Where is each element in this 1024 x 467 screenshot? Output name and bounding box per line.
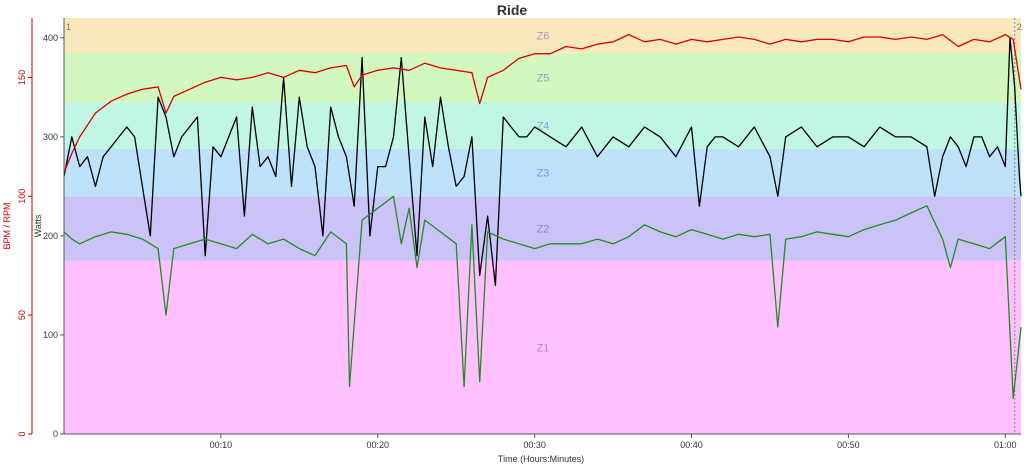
bpm-axis-label: BPM / RPM [2,202,12,249]
zone-label-z6: Z6 [537,30,550,42]
watts-tick-label: 400 [43,33,58,43]
x-axis-label: Time (Hours:Minutes) [498,454,584,464]
lap-marker-label: 2 [1017,22,1022,32]
x-tick-label: 00:40 [680,440,703,450]
zone-band-z3 [64,148,1021,197]
series-line-watts [63,37,1022,287]
x-tick-label: 00:30 [523,440,546,450]
zone-band-z4 [64,102,1021,149]
x-tick-label: 00:20 [367,440,390,450]
bpm-axis-ticks: 0 50 100 150 [17,70,32,437]
watts-axis-ticks: 0 100 200 300 400 [43,33,64,439]
watts-tick-label: 300 [43,132,58,142]
watts-tick-label: 200 [43,231,58,241]
x-tick-label: 00:50 [837,440,860,450]
zone-band-z2 [64,196,1021,261]
power-zones: Z1 Z2 Z3 Z4 Z5 Z6 [64,18,1021,434]
zone-band-z6 [64,18,1021,53]
zone-label-z4: Z4 [537,120,550,132]
lap-marker-label: 1 [66,22,71,32]
watts-tick-label: 100 [43,330,58,340]
bpm-tick-label: 0 [17,431,27,436]
zone-label-z1: Z1 [537,342,550,354]
zone-label-z3: Z3 [537,168,550,180]
bpm-tick-label: 100 [17,189,27,204]
zone-label-z5: Z5 [537,72,550,84]
zone-band-z1 [64,260,1021,434]
x-axis-ticks: 00:10 00:20 00:30 00:40 00:50 01:00 [210,434,1017,450]
watts-axis-label: Watts [33,214,43,237]
series-line-cadence [63,195,1022,399]
series-line-heart-rate [63,33,1022,173]
watts-tick-label: 0 [53,429,58,439]
chart-title: Ride [497,2,528,18]
bpm-tick-label: 150 [17,70,27,85]
x-tick-label: 01:00 [994,440,1017,450]
bpm-tick-label: 50 [17,310,27,320]
zone-label-z2: Z2 [537,223,550,235]
series-lines [63,33,1022,399]
x-tick-label: 00:10 [210,440,233,450]
